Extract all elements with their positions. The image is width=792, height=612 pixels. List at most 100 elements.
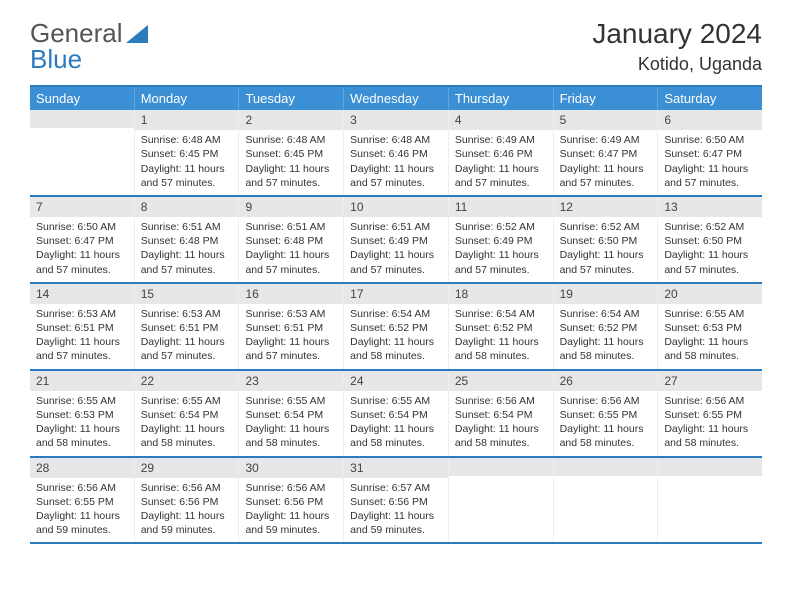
- sunrise-line: Sunrise: 6:51 AM: [141, 220, 233, 234]
- sunset-line: Sunset: 6:55 PM: [36, 495, 128, 509]
- sunset-line: Sunset: 6:55 PM: [560, 408, 652, 422]
- day-details: Sunrise: 6:56 AMSunset: 6:55 PMDaylight:…: [658, 391, 762, 456]
- daylight-line: Daylight: 11 hours and 59 minutes.: [245, 509, 337, 537]
- sunset-line: Sunset: 6:54 PM: [350, 408, 442, 422]
- daylight-line: Daylight: 11 hours and 57 minutes.: [560, 248, 652, 276]
- day-header-cell: Sunday: [30, 87, 135, 110]
- day-header-cell: Tuesday: [239, 87, 344, 110]
- day-details: Sunrise: 6:53 AMSunset: 6:51 PMDaylight:…: [135, 304, 239, 369]
- daylight-line: Daylight: 11 hours and 57 minutes.: [455, 248, 547, 276]
- day-cell: 25Sunrise: 6:56 AMSunset: 6:54 PMDayligh…: [449, 371, 554, 456]
- daylight-line: Daylight: 11 hours and 58 minutes.: [245, 422, 337, 450]
- sunset-line: Sunset: 6:52 PM: [560, 321, 652, 335]
- daylight-line: Daylight: 11 hours and 59 minutes.: [350, 509, 442, 537]
- day-cell: 5Sunrise: 6:49 AMSunset: 6:47 PMDaylight…: [554, 110, 659, 195]
- day-number: 19: [554, 284, 658, 304]
- day-cell: [658, 458, 762, 543]
- day-details: Sunrise: 6:56 AMSunset: 6:56 PMDaylight:…: [239, 478, 343, 543]
- day-cell: 6Sunrise: 6:50 AMSunset: 6:47 PMDaylight…: [658, 110, 762, 195]
- day-cell: 15Sunrise: 6:53 AMSunset: 6:51 PMDayligh…: [135, 284, 240, 369]
- sunrise-line: Sunrise: 6:56 AM: [455, 394, 547, 408]
- daylight-line: Daylight: 11 hours and 57 minutes.: [36, 335, 128, 363]
- day-cell: 1Sunrise: 6:48 AMSunset: 6:45 PMDaylight…: [135, 110, 240, 195]
- sunrise-line: Sunrise: 6:57 AM: [350, 481, 442, 495]
- sunset-line: Sunset: 6:54 PM: [455, 408, 547, 422]
- day-cell: 20Sunrise: 6:55 AMSunset: 6:53 PMDayligh…: [658, 284, 762, 369]
- day-details: Sunrise: 6:48 AMSunset: 6:45 PMDaylight:…: [135, 130, 239, 195]
- sunrise-line: Sunrise: 6:51 AM: [245, 220, 337, 234]
- day-cell: 18Sunrise: 6:54 AMSunset: 6:52 PMDayligh…: [449, 284, 554, 369]
- sunrise-line: Sunrise: 6:48 AM: [141, 133, 233, 147]
- sunrise-line: Sunrise: 6:56 AM: [245, 481, 337, 495]
- day-cell: 10Sunrise: 6:51 AMSunset: 6:49 PMDayligh…: [344, 197, 449, 282]
- logo-triangle-icon: [126, 25, 148, 43]
- day-details: Sunrise: 6:54 AMSunset: 6:52 PMDaylight:…: [344, 304, 448, 369]
- day-number: 2: [239, 110, 343, 130]
- day-cell: 23Sunrise: 6:55 AMSunset: 6:54 PMDayligh…: [239, 371, 344, 456]
- daylight-line: Daylight: 11 hours and 57 minutes.: [36, 248, 128, 276]
- calendar: SundayMondayTuesdayWednesdayThursdayFrid…: [30, 85, 762, 544]
- day-details: Sunrise: 6:51 AMSunset: 6:48 PMDaylight:…: [135, 217, 239, 282]
- week-row: 1Sunrise: 6:48 AMSunset: 6:45 PMDaylight…: [30, 110, 762, 197]
- month-title: January 2024: [592, 18, 762, 50]
- day-details: Sunrise: 6:56 AMSunset: 6:54 PMDaylight:…: [449, 391, 553, 456]
- day-cell: 31Sunrise: 6:57 AMSunset: 6:56 PMDayligh…: [344, 458, 449, 543]
- day-details: Sunrise: 6:50 AMSunset: 6:47 PMDaylight:…: [658, 130, 762, 195]
- sunrise-line: Sunrise: 6:48 AM: [245, 133, 337, 147]
- day-cell: 4Sunrise: 6:49 AMSunset: 6:46 PMDaylight…: [449, 110, 554, 195]
- day-details: Sunrise: 6:52 AMSunset: 6:50 PMDaylight:…: [554, 217, 658, 282]
- day-number: 17: [344, 284, 448, 304]
- daylight-line: Daylight: 11 hours and 58 minutes.: [664, 422, 756, 450]
- daylight-line: Daylight: 11 hours and 57 minutes.: [245, 248, 337, 276]
- day-number: 28: [30, 458, 134, 478]
- sunrise-line: Sunrise: 6:54 AM: [350, 307, 442, 321]
- daylight-line: Daylight: 11 hours and 58 minutes.: [455, 422, 547, 450]
- day-number: 31: [344, 458, 448, 478]
- sunset-line: Sunset: 6:56 PM: [245, 495, 337, 509]
- day-number: 12: [554, 197, 658, 217]
- sunset-line: Sunset: 6:50 PM: [664, 234, 756, 248]
- day-details: Sunrise: 6:48 AMSunset: 6:45 PMDaylight:…: [239, 130, 343, 195]
- sunset-line: Sunset: 6:52 PM: [350, 321, 442, 335]
- day-cell: 13Sunrise: 6:52 AMSunset: 6:50 PMDayligh…: [658, 197, 762, 282]
- sunrise-line: Sunrise: 6:48 AM: [350, 133, 442, 147]
- day-details: Sunrise: 6:48 AMSunset: 6:46 PMDaylight:…: [344, 130, 448, 195]
- day-number: 13: [658, 197, 762, 217]
- sunrise-line: Sunrise: 6:55 AM: [245, 394, 337, 408]
- week-row: 21Sunrise: 6:55 AMSunset: 6:53 PMDayligh…: [30, 371, 762, 458]
- sunrise-line: Sunrise: 6:56 AM: [36, 481, 128, 495]
- sunrise-line: Sunrise: 6:53 AM: [245, 307, 337, 321]
- sunset-line: Sunset: 6:56 PM: [350, 495, 442, 509]
- day-details: Sunrise: 6:51 AMSunset: 6:49 PMDaylight:…: [344, 217, 448, 282]
- day-number: [658, 458, 762, 476]
- sunrise-line: Sunrise: 6:56 AM: [664, 394, 756, 408]
- sunset-line: Sunset: 6:51 PM: [245, 321, 337, 335]
- daylight-line: Daylight: 11 hours and 57 minutes.: [560, 162, 652, 190]
- day-cell: 28Sunrise: 6:56 AMSunset: 6:55 PMDayligh…: [30, 458, 135, 543]
- day-details: Sunrise: 6:57 AMSunset: 6:56 PMDaylight:…: [344, 478, 448, 543]
- daylight-line: Daylight: 11 hours and 57 minutes.: [350, 162, 442, 190]
- daylight-line: Daylight: 11 hours and 57 minutes.: [141, 248, 233, 276]
- sunset-line: Sunset: 6:48 PM: [141, 234, 233, 248]
- sunset-line: Sunset: 6:49 PM: [350, 234, 442, 248]
- day-details: Sunrise: 6:55 AMSunset: 6:54 PMDaylight:…: [239, 391, 343, 456]
- day-header-cell: Saturday: [658, 87, 762, 110]
- daylight-line: Daylight: 11 hours and 58 minutes.: [36, 422, 128, 450]
- day-number: 29: [135, 458, 239, 478]
- day-cell: 21Sunrise: 6:55 AMSunset: 6:53 PMDayligh…: [30, 371, 135, 456]
- day-header-cell: Monday: [135, 87, 240, 110]
- day-cell: 2Sunrise: 6:48 AMSunset: 6:45 PMDaylight…: [239, 110, 344, 195]
- sunrise-line: Sunrise: 6:53 AM: [141, 307, 233, 321]
- sunset-line: Sunset: 6:47 PM: [560, 147, 652, 161]
- logo-text-2: Blue: [30, 44, 82, 75]
- day-number: [449, 458, 553, 476]
- day-details: Sunrise: 6:53 AMSunset: 6:51 PMDaylight:…: [239, 304, 343, 369]
- sunset-line: Sunset: 6:45 PM: [245, 147, 337, 161]
- day-number: 30: [239, 458, 343, 478]
- day-number: 14: [30, 284, 134, 304]
- day-cell: 29Sunrise: 6:56 AMSunset: 6:56 PMDayligh…: [135, 458, 240, 543]
- day-number: 22: [135, 371, 239, 391]
- day-number: 27: [658, 371, 762, 391]
- daylight-line: Daylight: 11 hours and 59 minutes.: [141, 509, 233, 537]
- day-details: Sunrise: 6:53 AMSunset: 6:51 PMDaylight:…: [30, 304, 134, 369]
